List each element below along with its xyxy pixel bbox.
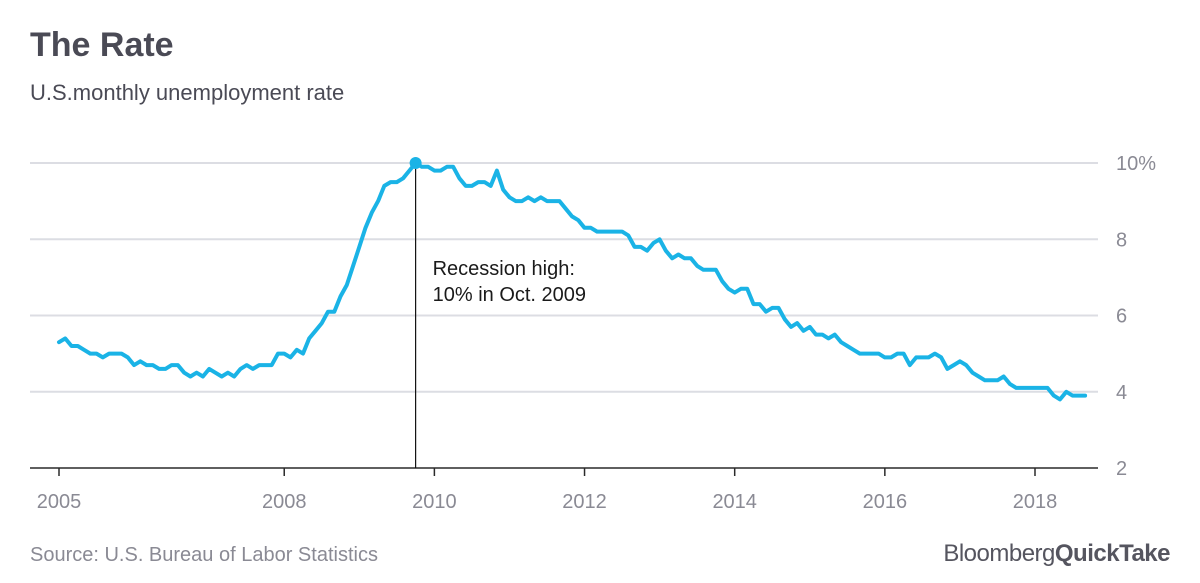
chart-title: The Rate: [30, 26, 174, 64]
brand-logo-part2: QuickTake: [1054, 540, 1171, 567]
x-axis-tick-labels: 2005 2008 2010 2012 2014 2016 2018: [37, 491, 1058, 513]
x-tick-label-2016: 2016: [863, 491, 908, 513]
brand-logo: BloombergQuickTake: [943, 540, 1170, 568]
y-tick-label-4: 4: [1116, 382, 1127, 404]
source-note: Source: U.S. Bureau of Labor Statistics: [30, 544, 378, 566]
x-tick-label-2010: 2010: [412, 491, 457, 513]
y-tick-label-6: 6: [1116, 306, 1127, 328]
x-tick-label-2014: 2014: [712, 491, 757, 513]
y-tick-label-10: 10%: [1116, 153, 1156, 175]
gridlines: [30, 162, 1098, 393]
x-tick-label-2008: 2008: [262, 491, 307, 513]
y-tick-label-2: 2: [1116, 458, 1127, 480]
y-tick-label-8: 8: [1116, 229, 1127, 251]
highlight-point: [409, 157, 422, 169]
y-axis-tick-labels: 2 4 6 8 10%: [1116, 153, 1156, 480]
x-tick-label-2005: 2005: [37, 491, 82, 513]
series-layer: [57, 157, 1088, 402]
x-axis: [30, 467, 1098, 476]
series-line: [57, 161, 1088, 402]
annotation: Recession high: 10% in Oct. 2009: [415, 163, 586, 468]
annotation-line-1: Recession high:: [433, 258, 575, 280]
x-tick-label-2012: 2012: [562, 491, 607, 513]
chart-subtitle: U.S.monthly unemployment rate: [30, 80, 345, 105]
brand-logo-part1: Bloomberg: [943, 540, 1055, 567]
annotation-line-2: 10% in Oct. 2009: [433, 284, 586, 306]
x-tick-label-2018: 2018: [1013, 491, 1058, 513]
